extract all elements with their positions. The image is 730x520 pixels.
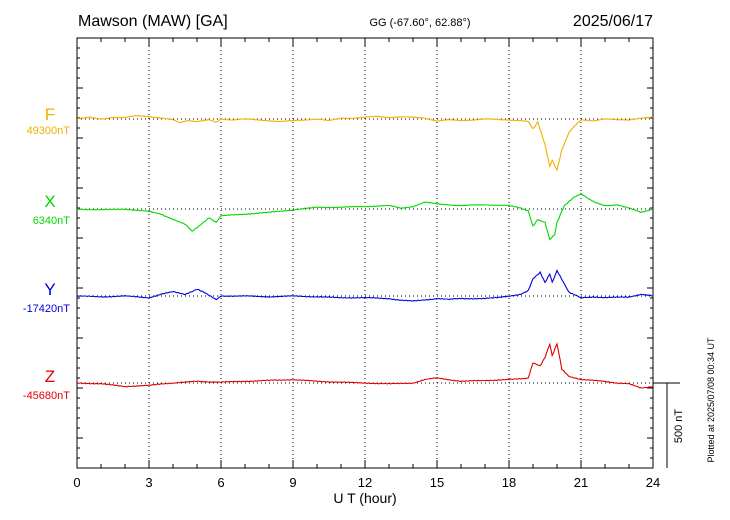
station-title: Mawson (MAW) [GA] bbox=[78, 13, 228, 30]
series-name-X: X bbox=[44, 192, 55, 211]
series-line-F bbox=[76, 114, 654, 172]
series-name-Y: Y bbox=[44, 280, 55, 299]
series-line-X bbox=[76, 192, 654, 241]
scale-bar: 500 nT bbox=[653, 382, 685, 468]
x-tick-label: 15 bbox=[430, 475, 444, 490]
x-tick-label: 6 bbox=[217, 475, 224, 490]
series-name-F: F bbox=[45, 105, 55, 124]
station-coordinates: GG (-67.60°, 62.88°) bbox=[369, 17, 470, 29]
series-line-Y bbox=[76, 269, 654, 302]
x-tick-label: 3 bbox=[145, 475, 152, 490]
series-baseline-X: 6340nT bbox=[33, 215, 71, 227]
series-baseline-F: 49300nT bbox=[27, 125, 71, 137]
x-axis-label: U T (hour) bbox=[333, 490, 396, 506]
vertical-gridlines bbox=[148, 38, 582, 468]
chart-date: 2025/06/17 bbox=[573, 13, 653, 30]
x-tick-label: 18 bbox=[502, 475, 516, 490]
minor-ticks bbox=[76, 38, 654, 468]
x-tick-labels: 0 3 6 9 12 15 18 21 24 bbox=[73, 475, 660, 490]
plotted-timestamp: Plotted at 2025/07/08 00:34 UT bbox=[706, 337, 716, 463]
x-tick-label: 12 bbox=[358, 475, 372, 490]
series-name-Z: Z bbox=[45, 367, 55, 386]
x-tick-label: 24 bbox=[646, 475, 660, 490]
scale-bar-label: 500 nT bbox=[673, 409, 685, 444]
series-baseline-Z: -45680nT bbox=[23, 390, 70, 402]
x-tick-label: 0 bbox=[73, 475, 80, 490]
x-tick-label: 9 bbox=[289, 475, 296, 490]
x-tick-label: 21 bbox=[574, 475, 588, 490]
series-lines bbox=[76, 114, 654, 389]
series-line-Z bbox=[76, 342, 654, 389]
series-baseline-Y: -17420nT bbox=[23, 303, 70, 315]
